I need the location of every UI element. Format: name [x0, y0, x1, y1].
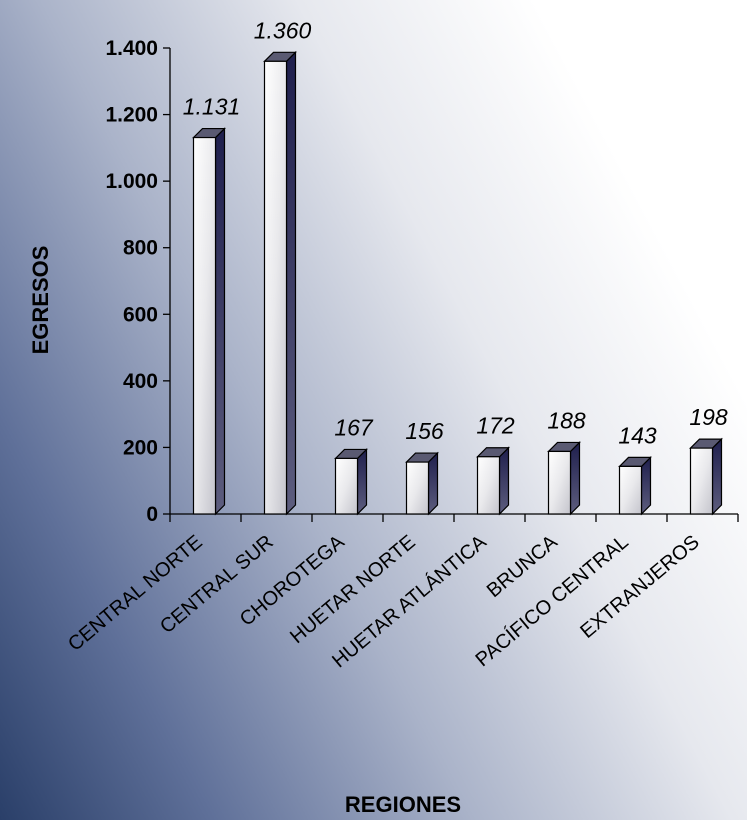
bar-front — [263, 60, 288, 515]
bar-side — [427, 451, 439, 516]
bar — [263, 50, 297, 516]
bar — [689, 437, 723, 516]
y-tick-label: 0 — [146, 503, 158, 526]
bar-front — [334, 457, 359, 515]
bar — [618, 455, 652, 516]
bar-side — [498, 446, 510, 516]
bar-side — [285, 50, 297, 516]
bar — [334, 447, 368, 516]
x-ticks — [169, 514, 739, 522]
bar-front — [192, 136, 217, 515]
y-tick-label: 1.200 — [105, 104, 158, 127]
value-labels: 1.131 1.360 167 156 172 188 143 198 — [183, 17, 728, 448]
data-label: 1.360 — [254, 17, 312, 43]
bar — [405, 451, 439, 516]
x-tick-label: CENTRAL NORTE — [64, 531, 207, 656]
data-label: 1.131 — [183, 94, 241, 120]
y-tick-label: 400 — [123, 370, 158, 393]
bar-side — [214, 127, 226, 516]
bar — [547, 440, 581, 516]
y-tick-label: 1.400 — [105, 37, 158, 60]
x-axis-title: REGIONES — [345, 792, 461, 817]
y-ticks: 0 200 400 600 800 1.000 1.200 1.400 — [105, 37, 170, 526]
bars — [192, 50, 723, 516]
y-tick-label: 1.000 — [105, 170, 158, 193]
bar — [476, 446, 510, 516]
data-label: 198 — [689, 404, 728, 430]
bar-front — [547, 450, 572, 515]
bar-side — [569, 440, 581, 516]
data-label: 143 — [618, 422, 657, 448]
data-label: 156 — [405, 418, 444, 444]
bar — [192, 127, 226, 516]
y-tick-label: 200 — [123, 436, 158, 459]
bar-front — [689, 447, 714, 515]
y-axis-title: EGRESOS — [28, 246, 53, 355]
data-label: 167 — [334, 414, 374, 440]
x-tick-label: HUETAR NORTE — [286, 531, 420, 648]
bar-front — [405, 461, 430, 515]
bar-front — [476, 456, 501, 515]
data-label: 172 — [476, 413, 515, 439]
bar-front — [618, 465, 643, 515]
x-tick-label: EXTRANJEROS — [576, 531, 703, 643]
y-tick-label: 800 — [123, 237, 158, 260]
data-label: 188 — [547, 407, 586, 433]
bar-side — [356, 447, 368, 516]
bar-side — [711, 437, 723, 516]
y-tick-label: 600 — [123, 303, 158, 326]
